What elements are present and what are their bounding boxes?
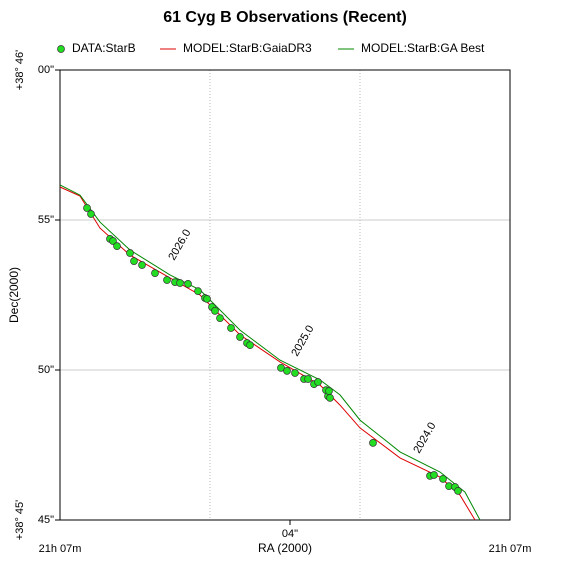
chart-title: 61 Cyg B Observations (Recent) [163,9,407,26]
data-point [176,279,184,287]
data-point [126,249,134,257]
data-point [325,387,333,395]
data-point [246,341,254,349]
data-point [184,280,192,288]
y-major-label: +38° 46' [14,50,26,90]
data-point [369,439,377,447]
data-point [130,257,138,265]
data-point [151,269,159,277]
data-point [326,394,334,402]
epoch-annotation: 2024.0 [411,420,438,455]
x-axis-label: RA (2000) [258,541,312,555]
legend-label: MODEL:StarB:GA Best [361,41,485,55]
x-major-label: 21h 07m [39,543,82,555]
y-major-label: +38° 45' [14,500,26,540]
plot-frame [59,69,511,521]
data-point [203,295,211,303]
data-point [277,364,285,372]
y-tick-label: 45" [38,514,54,526]
data-point [430,471,438,479]
data-point [216,314,224,322]
data-point [304,375,312,383]
model-line [59,184,481,521]
data-point [211,307,219,315]
data-point [163,276,171,284]
y-tick-label: 50" [38,364,54,376]
data-point [113,242,121,250]
legend-label: MODEL:StarB:GaiaDR3 [183,41,312,55]
data-point [138,261,146,269]
model-line [59,186,476,521]
epoch-annotation: 2026.0 [166,227,193,262]
y-tick-label: 55" [38,214,54,226]
data-point [109,237,117,245]
data-point [83,204,91,212]
data-point [227,324,235,332]
data-point [291,369,299,377]
data-point [314,378,322,386]
legend-label: DATA:StarB [72,41,136,55]
data-point [236,333,244,341]
data-point [87,210,95,218]
data-point [454,487,462,495]
data-point [194,287,202,295]
data-point [283,367,291,375]
data-point [439,475,447,483]
x-tick-label: 04" [282,528,298,540]
epoch-annotation: 2025.0 [289,323,316,358]
legend-marker [57,45,65,53]
y-tick-label: 00" [38,64,54,76]
x-major-label: 21h 07m [489,543,532,555]
y-axis-label: Dec(2000) [7,267,21,323]
